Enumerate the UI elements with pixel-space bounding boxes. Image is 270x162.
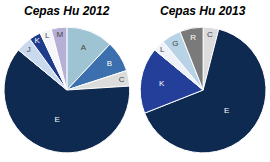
svg-text:K: K <box>35 36 41 45</box>
svg-text:B: B <box>107 59 112 68</box>
svg-text:G: G <box>172 39 178 48</box>
svg-text:L: L <box>45 31 50 40</box>
svg-text:E: E <box>54 115 59 124</box>
svg-text:J: J <box>27 45 31 54</box>
svg-text:Cepas Hu 2012: Cepas Hu 2012 <box>24 4 110 18</box>
svg-text:K: K <box>159 79 165 88</box>
svg-text:Cepas Hu 2013: Cepas Hu 2013 <box>160 4 246 18</box>
svg-text:L: L <box>160 45 165 54</box>
svg-text:C: C <box>207 30 213 39</box>
svg-text:A: A <box>81 43 87 52</box>
svg-text:C: C <box>119 75 125 84</box>
svg-text:R: R <box>190 33 196 42</box>
svg-text:M: M <box>56 30 63 39</box>
svg-text:E: E <box>224 106 229 115</box>
